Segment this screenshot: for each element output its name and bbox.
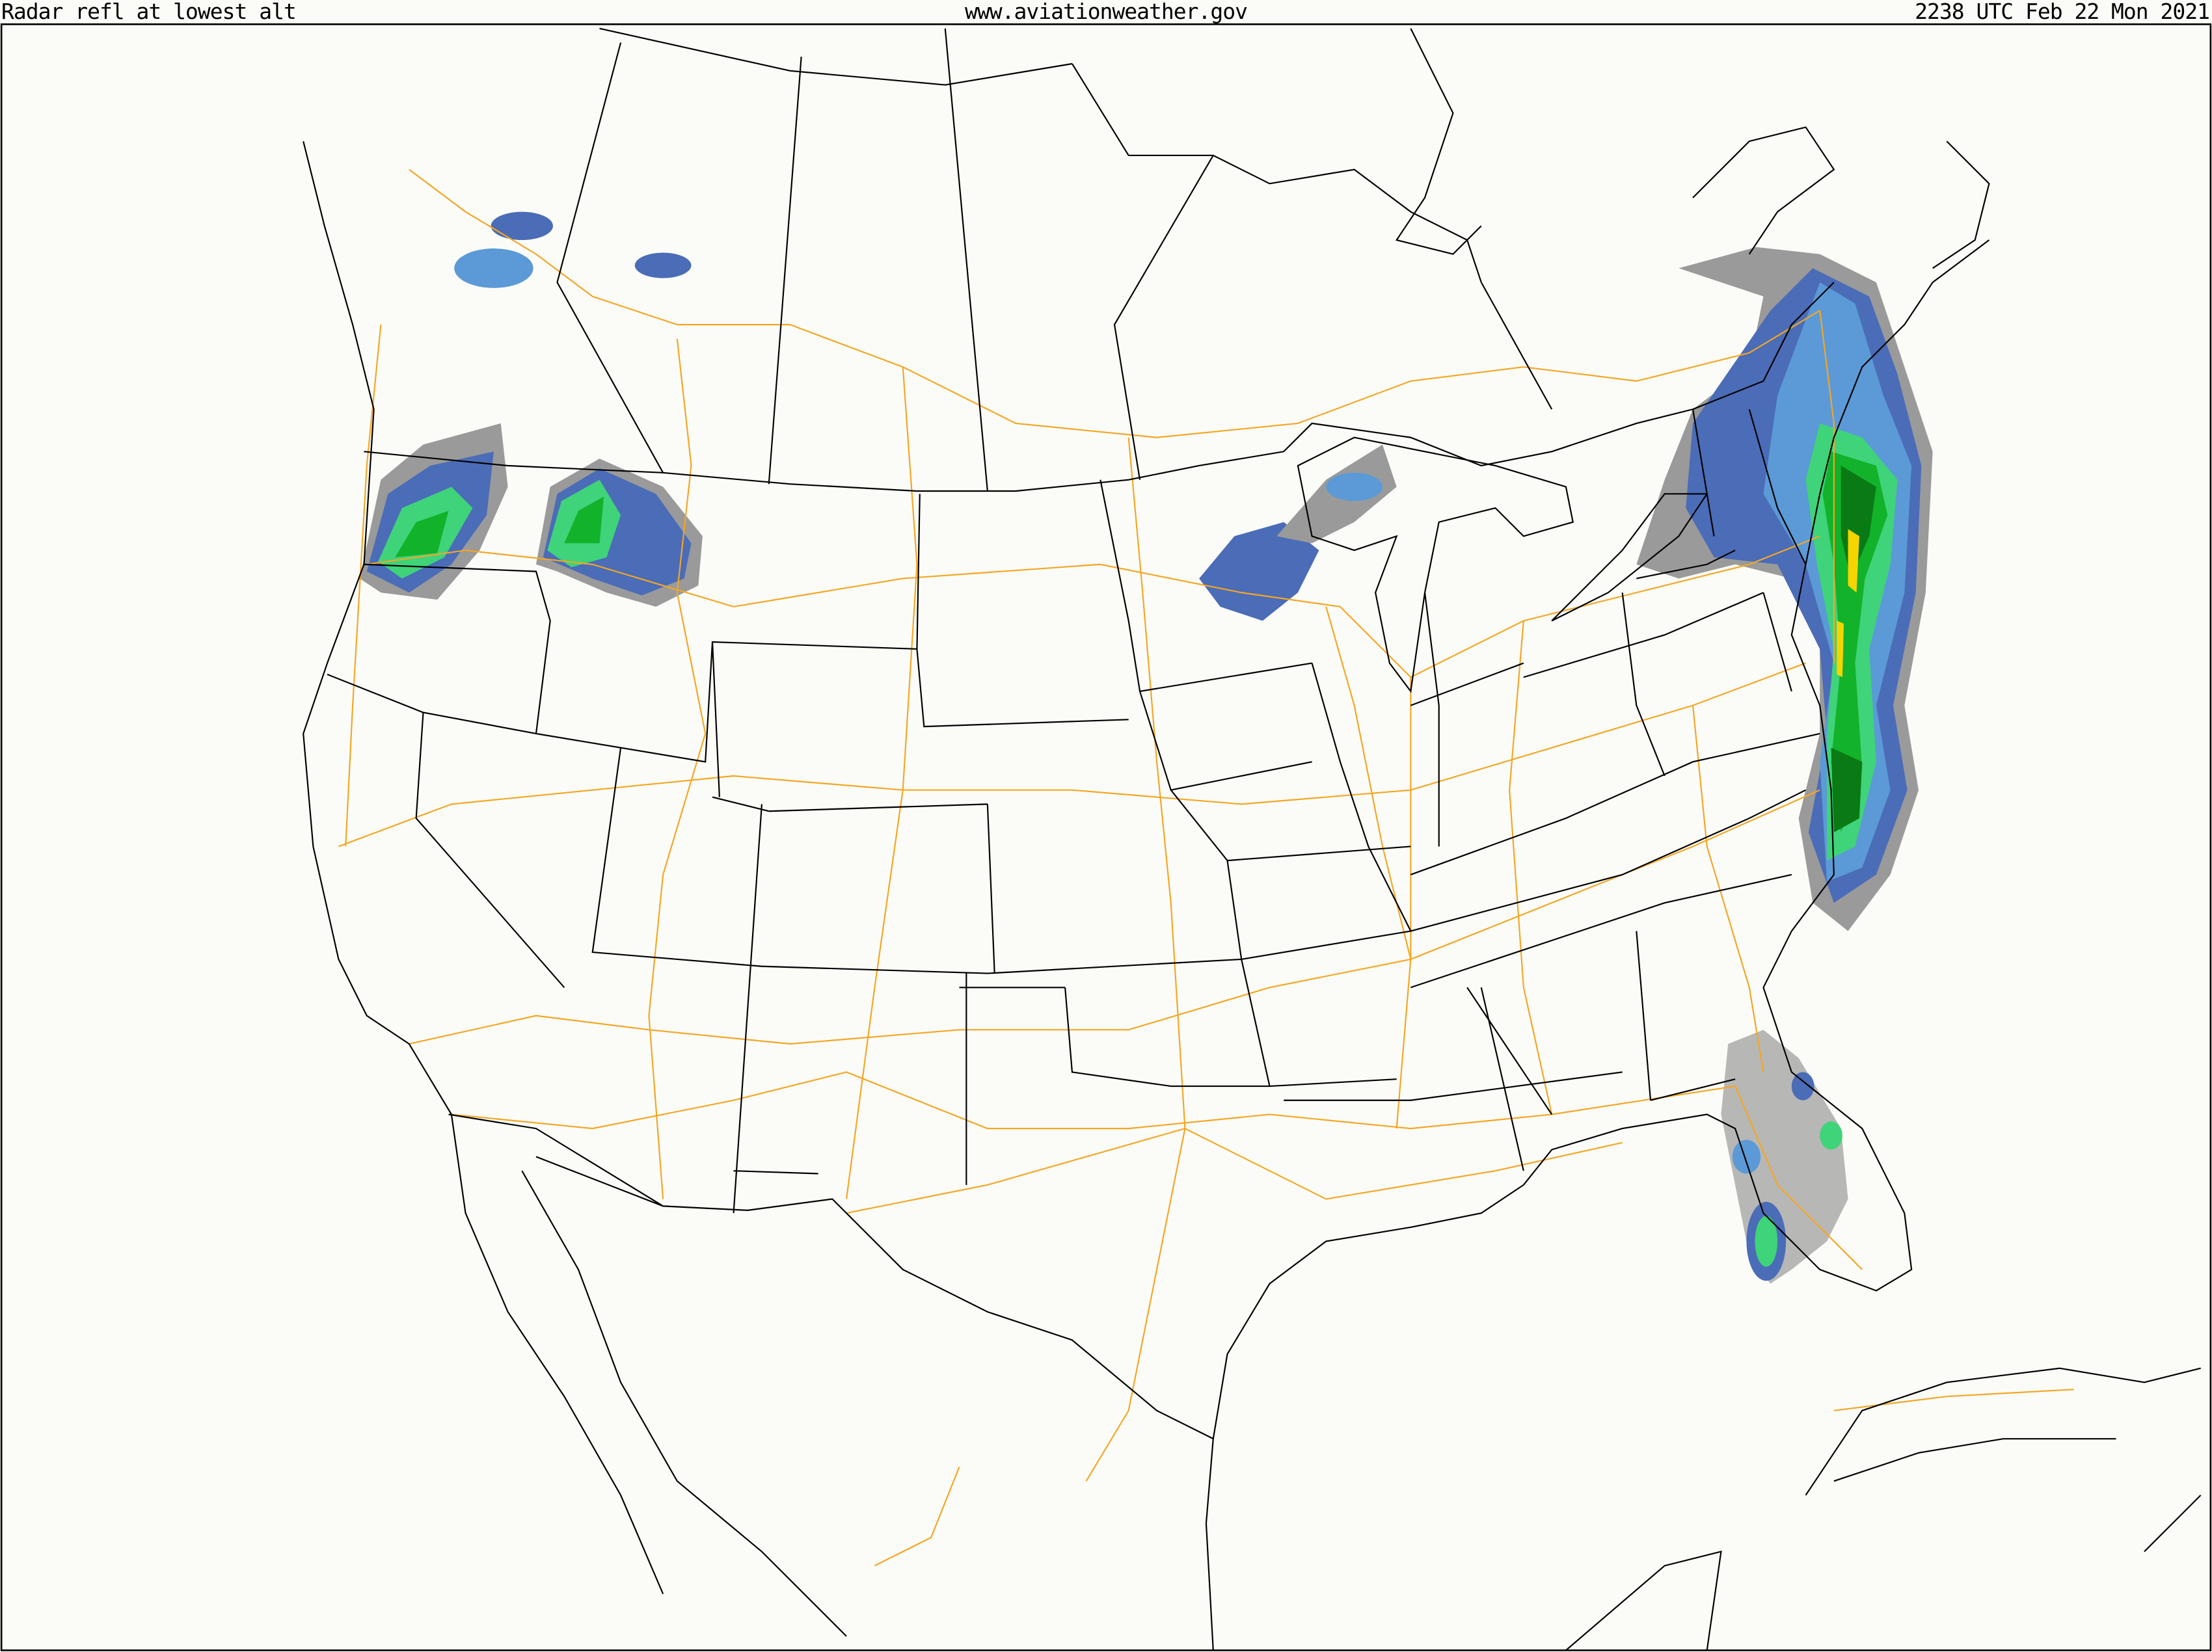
great-lakes: [1297, 436, 1736, 693]
canadian-provinces: [599, 27, 1482, 283]
caribbean-islands: [1565, 1367, 2202, 1651]
gulf-coastline: [1205, 239, 1990, 1651]
radar-echo-pacific-nw: [359, 423, 508, 600]
product-title: Radar refl at lowest alt: [1, 0, 297, 24]
hudson-bay: [1395, 28, 1990, 269]
radar-echo-northeast: [1636, 246, 1933, 931]
political-boundaries: [303, 27, 2202, 1651]
baja-gulf-coast: [521, 1170, 847, 1637]
map-frame: [0, 23, 2212, 1651]
west-coastline: [303, 140, 664, 1595]
radar-echoes: [359, 211, 1933, 1284]
radar-echo-great-lakes: [1199, 444, 1397, 621]
radar-echo-british-columbia: [454, 211, 692, 288]
site-url: www.aviationweather.gov: [965, 0, 1248, 24]
state-lines: [327, 28, 1820, 1214]
radar-echo-florida: [1721, 1030, 1848, 1284]
mexico-border: [448, 1113, 1214, 1440]
highways: [338, 168, 2074, 1567]
map-header: Radar refl at lowest alt www.aviationwea…: [0, 0, 2212, 23]
valid-time: 2238 UTC Feb 22 Mon 2021: [1915, 0, 2210, 24]
canada-border: [364, 282, 1835, 492]
